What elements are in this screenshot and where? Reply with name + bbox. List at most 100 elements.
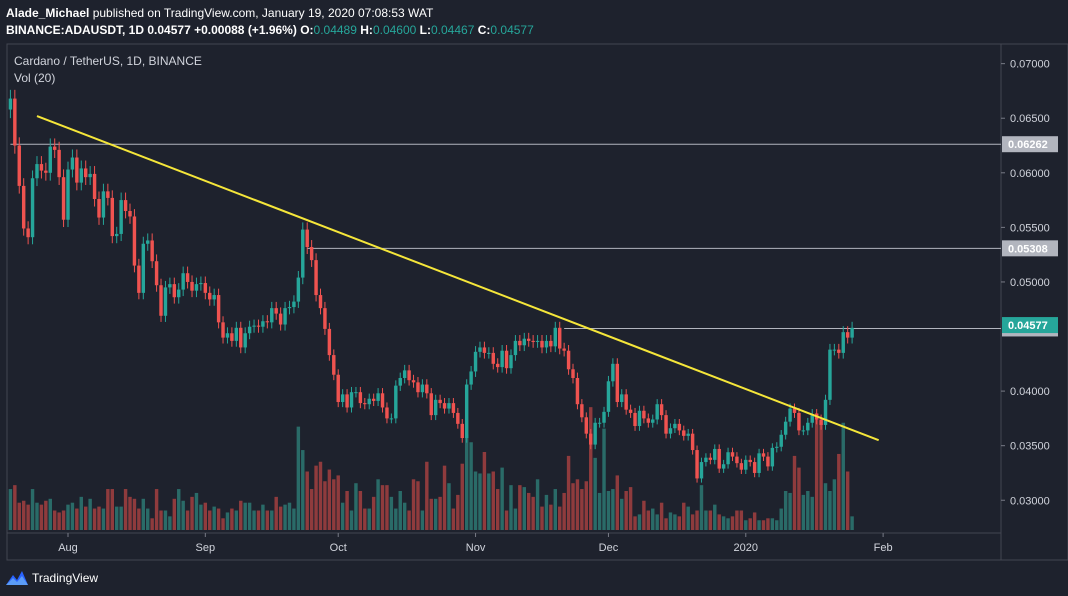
volume-bar [221, 518, 225, 530]
candle-body [371, 398, 376, 401]
candle-body [234, 327, 239, 341]
candle-body [194, 284, 199, 291]
volume-bar [48, 498, 52, 530]
volume-bar [208, 510, 212, 530]
candle-body [181, 273, 185, 290]
candle-body [482, 347, 487, 353]
volume-bar [562, 492, 566, 530]
candle-body [739, 463, 744, 470]
volume-bar [837, 453, 841, 530]
volume-bar [438, 496, 442, 530]
candle-body [146, 240, 150, 244]
candle-body [433, 399, 438, 416]
volume-bar [788, 492, 792, 530]
candle-body [549, 340, 553, 347]
tradingview-brand-name: TradingView [32, 571, 99, 585]
volume-bar [460, 463, 464, 530]
price-tick-label: 0.04000 [1010, 386, 1050, 398]
candle-body [239, 327, 243, 348]
candle-body [451, 403, 456, 413]
candle-body [416, 382, 420, 393]
volume-bar [265, 510, 270, 530]
candle-body [398, 378, 402, 386]
volume-bar [553, 489, 558, 530]
volume-bar [752, 512, 757, 530]
candle-body [460, 423, 464, 439]
volume-bar [549, 504, 553, 530]
candle-body [190, 281, 194, 291]
volume-bar [615, 475, 620, 530]
candle-body [730, 452, 735, 457]
volume-bar [57, 512, 61, 530]
candle-body [442, 403, 447, 409]
volume-bar [154, 489, 159, 530]
volume-bar [358, 491, 363, 530]
candle-body [673, 423, 677, 429]
volume-bar [8, 489, 13, 530]
high-value: 0.04600 [372, 23, 417, 37]
volume-bar [726, 518, 730, 530]
volume-bar [606, 491, 611, 530]
volume-bar [199, 504, 203, 530]
volume-bar [177, 489, 181, 530]
low-label: L: [419, 23, 431, 37]
candle-body [79, 168, 83, 183]
candle-body [438, 399, 442, 404]
volume-bar [367, 508, 371, 530]
candle-body [309, 247, 314, 261]
time-tick-label: 2020 [734, 542, 758, 554]
candle-body [544, 340, 549, 348]
open-value: 0.04489 [313, 23, 357, 37]
volume-bar [797, 467, 801, 530]
level-price-label: 0.05308 [1008, 243, 1048, 255]
candle-body [726, 452, 730, 465]
candle-body [686, 433, 690, 436]
candle-body [447, 403, 451, 409]
candle-body [216, 295, 221, 323]
volume-bar [558, 506, 562, 530]
candle-body [323, 308, 327, 329]
price-change: +0.00088 (+1.96%) [194, 23, 297, 37]
volume-bar [66, 504, 70, 530]
volume-bar [385, 485, 389, 530]
volume-bar [243, 502, 247, 530]
volume-bar [296, 426, 301, 530]
volume-bar [425, 461, 429, 530]
price-axis-area [1001, 44, 1068, 560]
candle-body [349, 392, 354, 408]
candle-body [464, 384, 469, 439]
candle-body [469, 371, 473, 385]
volume-bar [841, 422, 845, 530]
volume-bar [739, 510, 744, 530]
candle-body [265, 321, 270, 323]
candle-body [757, 453, 761, 473]
volume-bar [677, 516, 682, 530]
volume-bar [620, 498, 624, 530]
volume-bar [39, 504, 44, 530]
volume-bar [61, 510, 66, 530]
volume-bar [52, 510, 57, 530]
volume-bar [721, 516, 726, 530]
volume-bar [363, 508, 367, 530]
author-name[interactable]: Alade_Michael [6, 6, 90, 20]
price-tick-label: 0.07000 [1010, 59, 1050, 71]
candle-body [628, 409, 633, 413]
candle-body [407, 370, 411, 381]
candle-body [584, 417, 589, 434]
close-value: 0.04577 [490, 23, 534, 37]
volume-bar [371, 496, 376, 530]
candle-body [385, 407, 389, 419]
candle-body [717, 448, 721, 469]
candle-body [695, 450, 699, 479]
trendline[interactable] [36, 115, 880, 442]
volume-bar [695, 510, 699, 530]
volume-bar [628, 487, 633, 530]
tradingview-branding[interactable]: TradingView [6, 568, 98, 588]
volume-bar [642, 500, 646, 530]
volume-bar [336, 475, 340, 530]
level-price-label-bg [1002, 240, 1058, 257]
last-price: 0.04577 [147, 23, 191, 37]
candle-body [411, 380, 416, 383]
volume-bar [478, 473, 482, 530]
